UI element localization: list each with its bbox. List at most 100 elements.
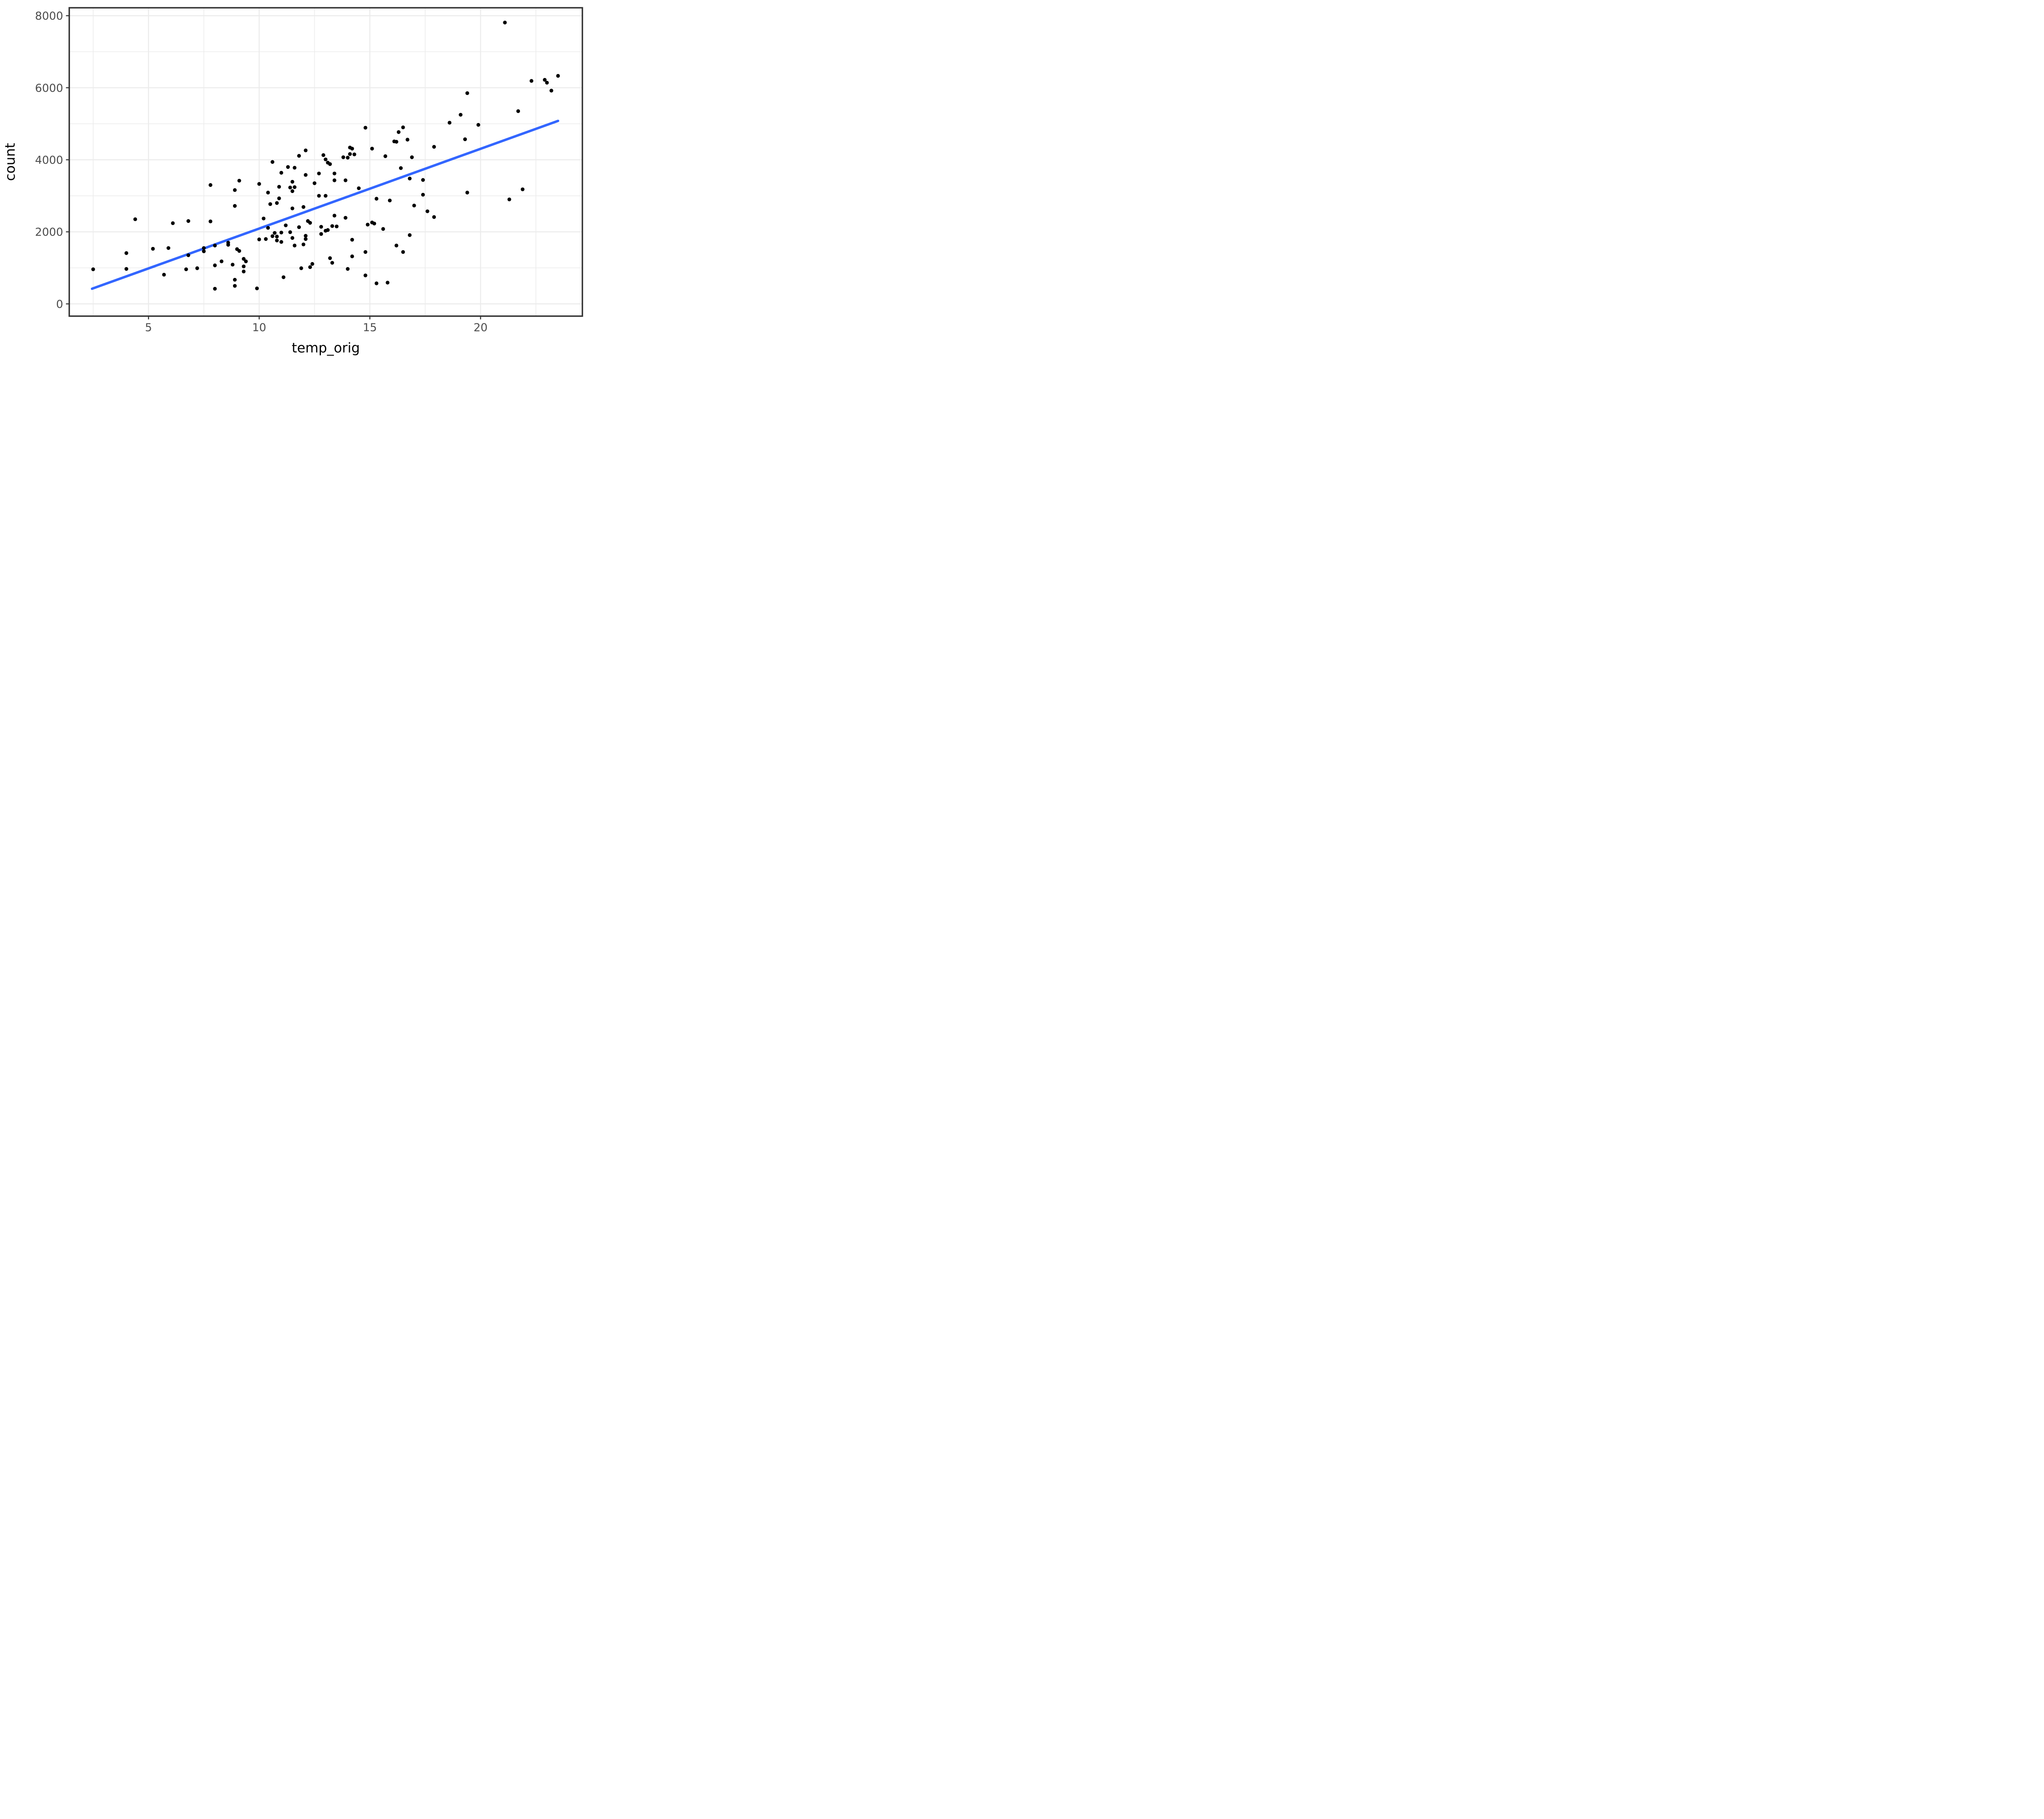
data-point — [281, 275, 286, 279]
data-point — [277, 185, 281, 189]
data-point — [334, 224, 339, 229]
data-point — [290, 206, 294, 211]
data-point — [312, 181, 316, 185]
data-point — [184, 267, 188, 271]
data-point — [255, 286, 259, 290]
data-point — [242, 265, 246, 269]
data-point — [301, 242, 305, 247]
data-point — [350, 146, 354, 151]
y-tick-label: 0 — [56, 298, 63, 311]
data-point — [213, 263, 217, 267]
data-point — [208, 219, 213, 224]
data-point — [425, 209, 430, 213]
data-point — [516, 109, 520, 113]
data-point — [385, 280, 390, 285]
data-point — [279, 170, 283, 175]
data-point — [257, 182, 261, 186]
major-gridlines — [69, 8, 583, 316]
data-point — [421, 193, 425, 197]
data-point — [346, 155, 350, 160]
data-point — [406, 137, 410, 142]
data-point — [556, 74, 560, 78]
data-point — [308, 265, 312, 269]
x-tick-label: 15 — [363, 321, 377, 334]
data-point — [545, 81, 549, 85]
data-point — [268, 202, 272, 206]
data-point — [410, 155, 414, 159]
data-point — [124, 267, 128, 271]
data-point — [266, 226, 270, 230]
data-point — [394, 140, 399, 144]
data-point — [381, 227, 385, 231]
data-point — [290, 236, 294, 240]
data-point — [186, 253, 191, 257]
data-point — [343, 178, 347, 182]
data-point — [233, 188, 237, 192]
data-point — [270, 234, 275, 238]
data-point — [293, 185, 297, 189]
data-point — [370, 146, 374, 151]
data-point — [421, 178, 425, 182]
data-point — [293, 166, 297, 170]
scatter-plot-figure: 5 10 15 20 0 2000 4000 6000 8000 temp_orig count — [0, 0, 589, 364]
data-point — [226, 243, 230, 247]
data-point — [401, 125, 405, 130]
data-point — [388, 198, 392, 202]
data-point — [401, 250, 405, 254]
data-point — [310, 262, 314, 266]
data-point — [542, 78, 547, 82]
data-point — [346, 267, 350, 271]
y-tick-label: 8000 — [35, 10, 63, 22]
data-point — [321, 153, 325, 157]
data-point — [317, 171, 321, 175]
data-point — [399, 166, 403, 170]
data-point — [476, 123, 480, 127]
axis-tick-labels: 5 10 15 20 0 2000 4000 6000 8000 — [35, 10, 488, 334]
scatter-plot-canvas: 5 10 15 20 0 2000 4000 6000 8000 temp_orig count — [2, 7, 583, 356]
x-tick-label: 5 — [145, 321, 152, 334]
data-point — [412, 204, 416, 208]
data-point — [195, 266, 199, 270]
data-point — [288, 186, 292, 190]
data-point — [363, 250, 368, 254]
data-point — [503, 20, 507, 25]
data-point — [286, 165, 290, 169]
data-point — [171, 221, 175, 225]
data-point — [432, 215, 436, 219]
data-point — [350, 238, 354, 242]
data-points-layer — [91, 20, 560, 291]
y-tick-label: 6000 — [35, 82, 63, 94]
data-point — [408, 233, 412, 237]
data-point — [383, 154, 388, 158]
data-point — [275, 234, 279, 239]
y-tick-label: 4000 — [35, 154, 63, 167]
data-point — [332, 178, 336, 182]
data-point — [332, 213, 336, 218]
data-point — [290, 189, 294, 193]
data-point — [124, 251, 128, 255]
data-point — [352, 152, 356, 157]
data-point — [432, 145, 436, 149]
data-point — [284, 223, 288, 227]
regression-line — [91, 119, 560, 290]
y-axis-title: count — [2, 143, 18, 181]
data-point — [304, 234, 308, 238]
data-point — [162, 273, 166, 277]
data-point — [297, 154, 301, 158]
data-point — [323, 194, 328, 198]
data-point — [231, 262, 235, 267]
data-point — [297, 225, 301, 229]
axis-ticks — [66, 15, 481, 320]
data-point — [308, 221, 312, 225]
data-point — [363, 274, 368, 278]
data-point — [301, 205, 305, 209]
data-point — [529, 79, 533, 83]
data-point — [220, 259, 224, 263]
data-point — [319, 225, 323, 229]
data-point — [408, 177, 412, 181]
data-point — [186, 219, 191, 223]
data-point — [233, 284, 237, 288]
data-point — [257, 237, 261, 242]
data-point — [459, 113, 463, 117]
data-point — [242, 257, 246, 261]
